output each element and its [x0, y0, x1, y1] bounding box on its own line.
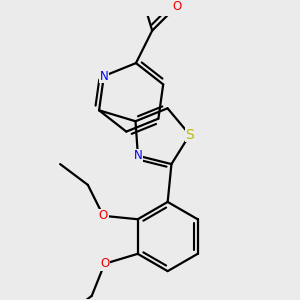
Text: N: N	[134, 149, 142, 162]
Text: N: N	[100, 70, 108, 83]
Text: S: S	[185, 128, 194, 142]
Text: O: O	[100, 257, 109, 270]
Text: O: O	[172, 0, 181, 13]
Text: O: O	[99, 209, 108, 222]
